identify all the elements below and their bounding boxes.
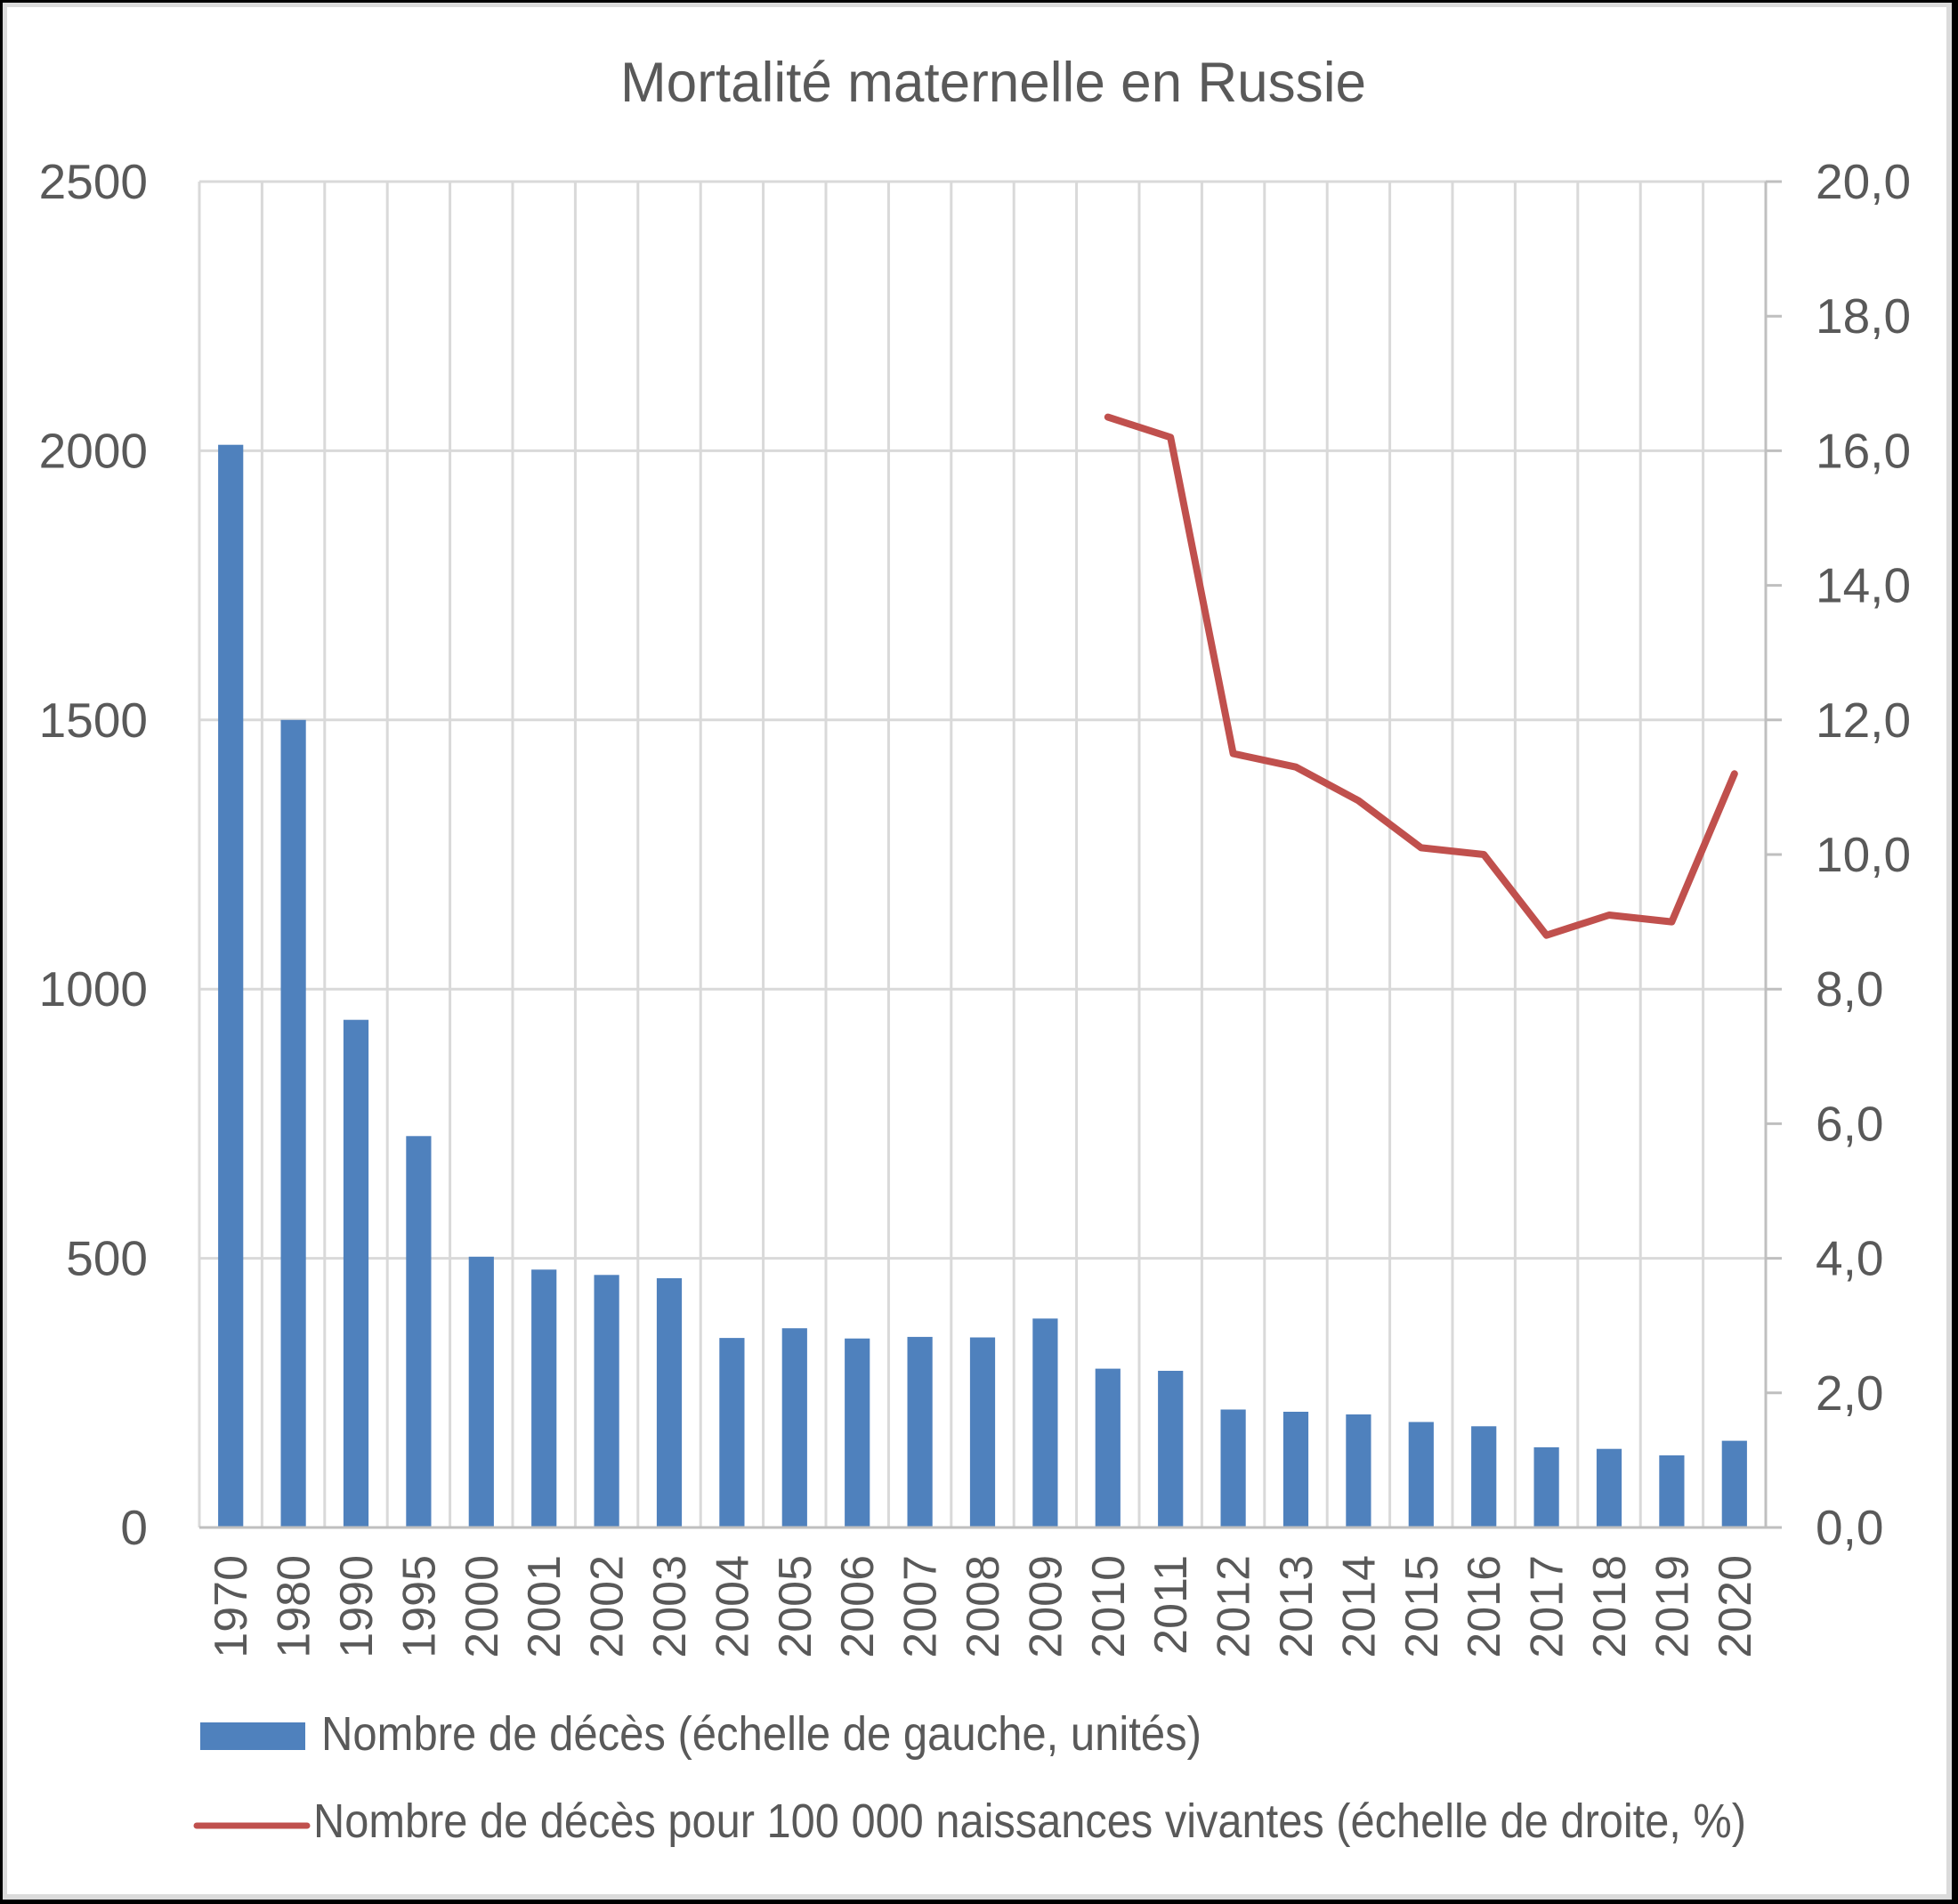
svg-text:12,0: 12,0	[1816, 693, 1911, 748]
svg-text:2014: 2014	[1333, 1555, 1385, 1658]
svg-text:1000: 1000	[39, 961, 148, 1017]
svg-text:500: 500	[66, 1231, 148, 1286]
svg-text:2016: 2016	[1459, 1555, 1510, 1658]
svg-text:Nombre de décès pour 100 000 n: Nombre de décès pour 100 000 naissances …	[313, 1795, 1746, 1848]
svg-text:2013: 2013	[1271, 1555, 1323, 1658]
svg-text:2003: 2003	[644, 1555, 696, 1658]
svg-text:2002: 2002	[582, 1555, 634, 1658]
svg-text:20,0: 20,0	[1816, 154, 1911, 209]
svg-text:18,0: 18,0	[1816, 288, 1911, 344]
svg-text:1995: 1995	[393, 1555, 445, 1658]
svg-text:1500: 1500	[39, 693, 148, 748]
svg-text:2000: 2000	[39, 423, 148, 478]
svg-text:2005: 2005	[770, 1555, 821, 1658]
svg-text:2500: 2500	[39, 154, 148, 209]
svg-text:2008: 2008	[958, 1555, 1009, 1658]
svg-text:Nombre de décès (échelle de ga: Nombre de décès (échelle de gauche, unit…	[321, 1707, 1202, 1761]
svg-text:2007: 2007	[895, 1555, 947, 1658]
svg-text:0,0: 0,0	[1816, 1500, 1883, 1555]
svg-text:1980: 1980	[269, 1555, 320, 1658]
svg-text:2019: 2019	[1646, 1555, 1698, 1658]
svg-text:2004: 2004	[707, 1555, 758, 1658]
svg-text:8,0: 8,0	[1816, 961, 1883, 1017]
svg-text:0: 0	[120, 1500, 148, 1555]
svg-text:4,0: 4,0	[1816, 1231, 1883, 1286]
svg-text:2011: 2011	[1145, 1555, 1197, 1655]
svg-text:1970: 1970	[206, 1555, 257, 1658]
svg-text:2001: 2001	[519, 1555, 570, 1658]
svg-text:2010: 2010	[1083, 1555, 1135, 1658]
svg-text:14,0: 14,0	[1816, 558, 1911, 613]
svg-text:2000: 2000	[457, 1555, 508, 1658]
svg-text:2015: 2015	[1396, 1555, 1448, 1658]
svg-text:2020: 2020	[1710, 1555, 1761, 1658]
svg-text:2018: 2018	[1584, 1555, 1636, 1658]
svg-text:1990: 1990	[331, 1555, 383, 1658]
svg-text:2,0: 2,0	[1816, 1365, 1883, 1421]
svg-text:2017: 2017	[1522, 1555, 1574, 1658]
svg-text:2006: 2006	[832, 1555, 884, 1658]
svg-text:16,0: 16,0	[1816, 423, 1911, 478]
svg-text:10,0: 10,0	[1816, 827, 1911, 882]
svg-text:2012: 2012	[1209, 1555, 1260, 1658]
svg-text:2009: 2009	[1020, 1555, 1072, 1658]
svg-text:Mortalité maternelle en Russie: Mortalité maternelle en Russie	[620, 52, 1366, 114]
svg-text:6,0: 6,0	[1816, 1096, 1883, 1151]
